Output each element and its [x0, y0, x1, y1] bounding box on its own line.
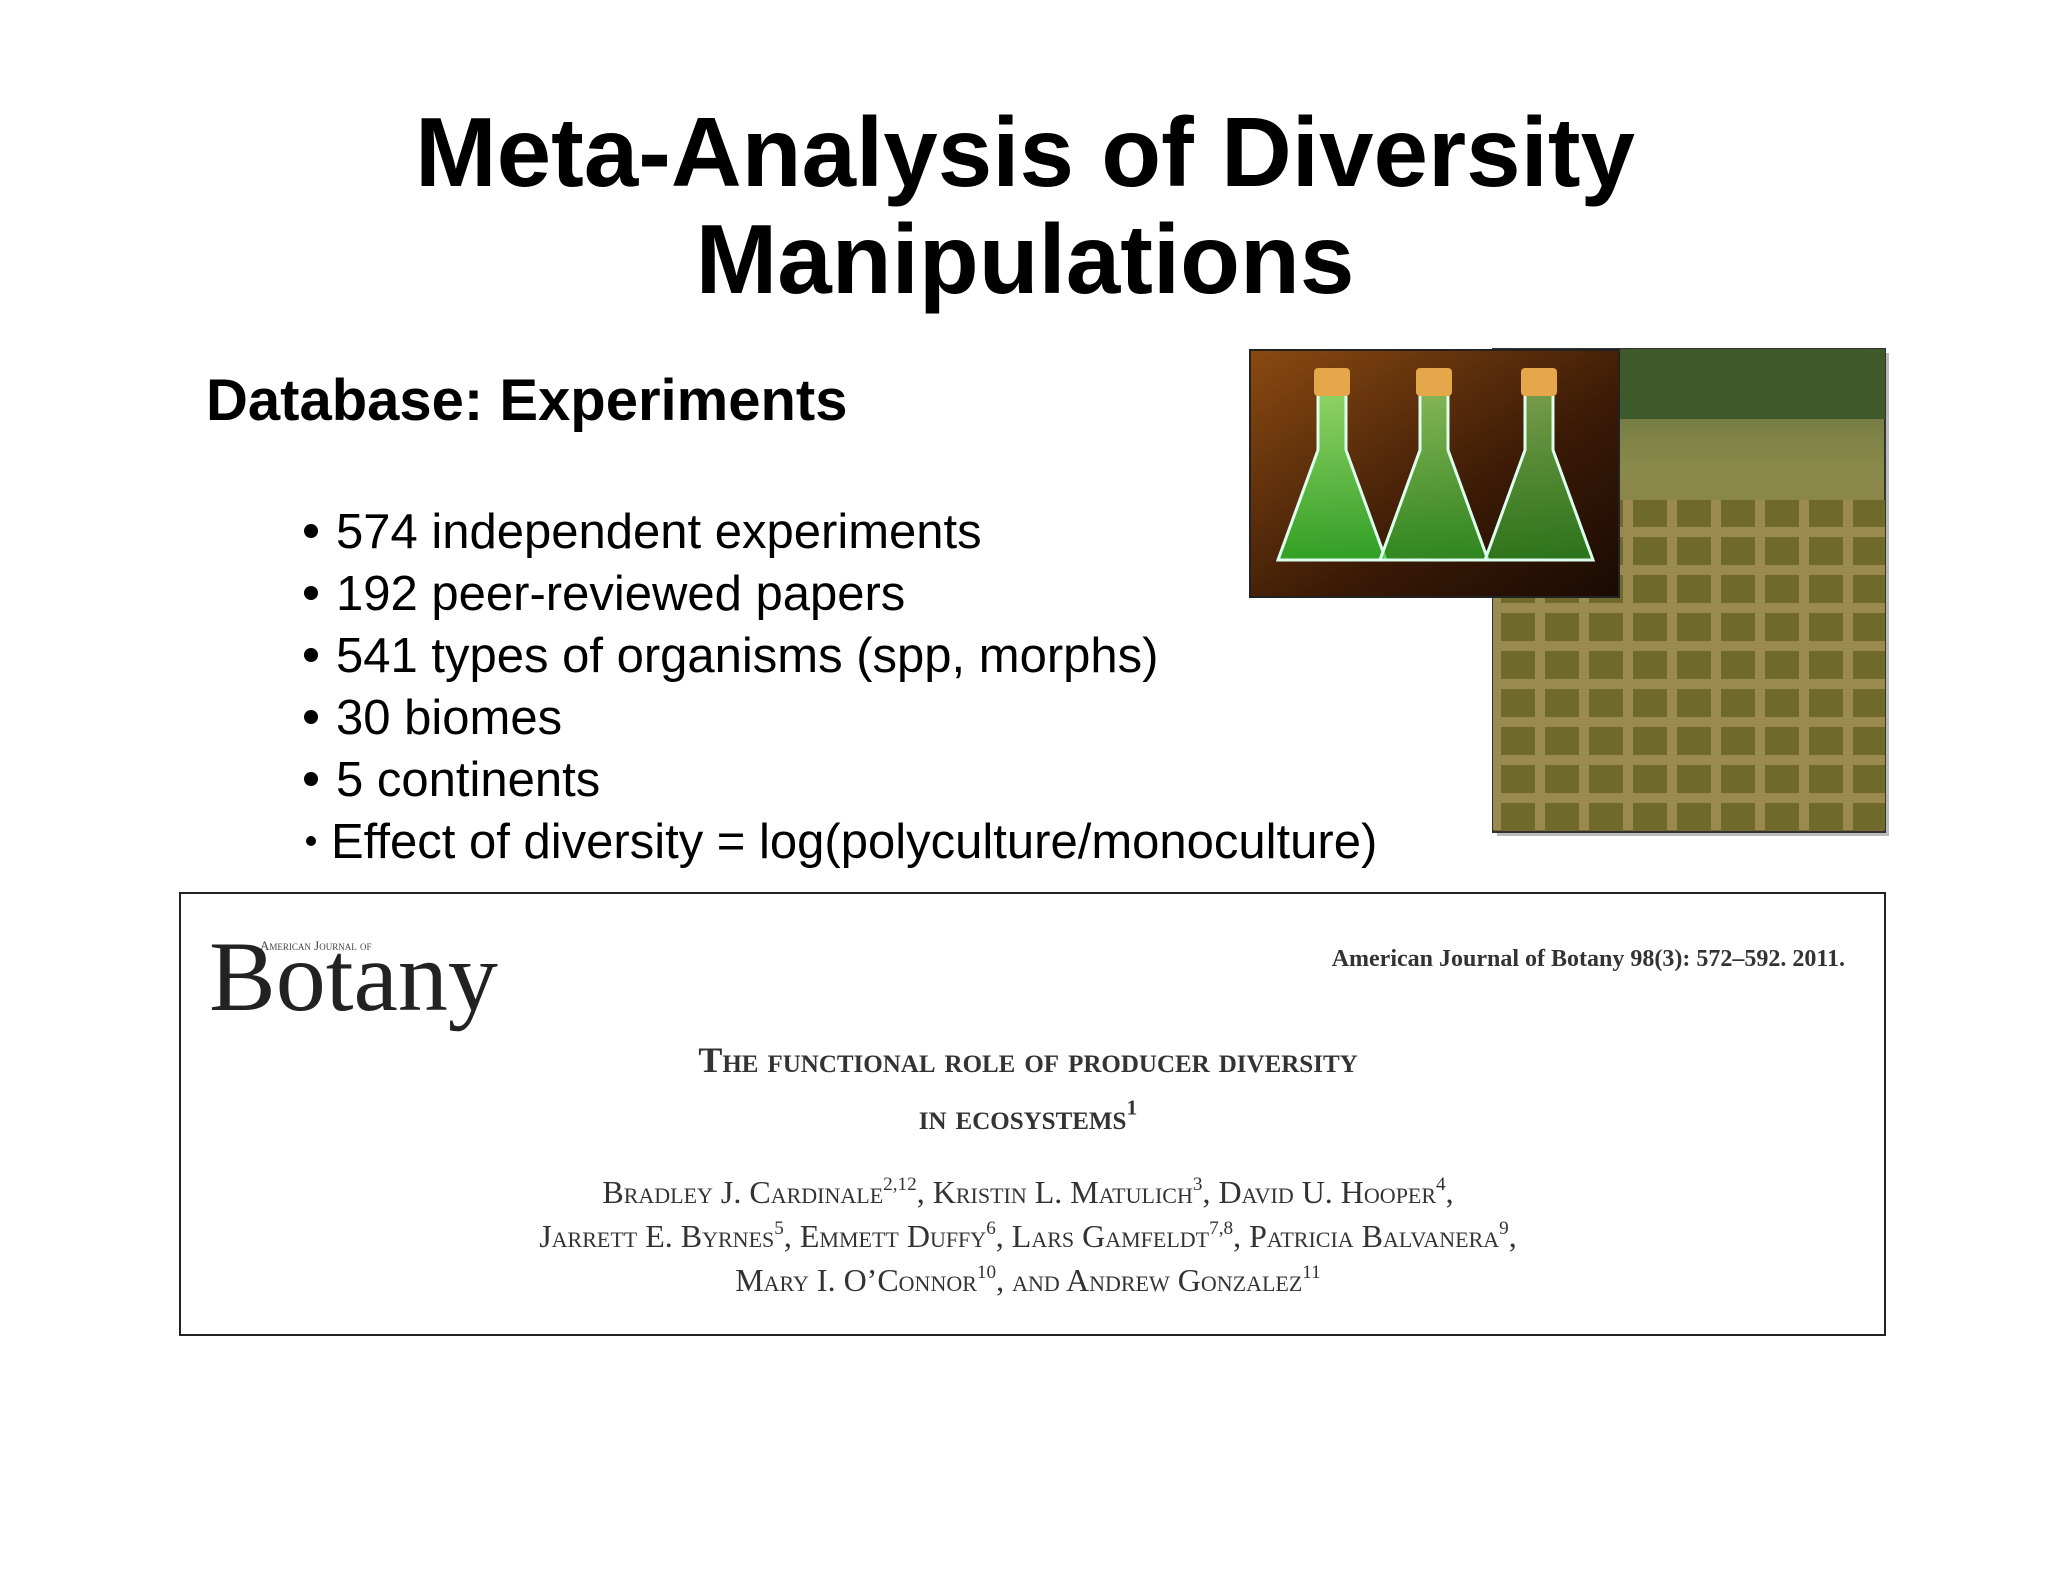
superscript: 3 [1193, 1174, 1203, 1195]
citation: American Journal of Botany 98(3): 572–59… [1332, 946, 1845, 972]
paper-text-run: , Lars Gamfeldt [996, 1218, 1210, 1254]
bullet-text: 192 peer-reviewed papers [336, 567, 905, 621]
superscript: 7,8 [1209, 1218, 1233, 1239]
flask-photo [1249, 349, 1620, 598]
bullet-text: 30 biomes [336, 691, 562, 745]
paper-text-run: Mary I. O’Connor [735, 1262, 977, 1298]
paper-line: Bradley J. Cardinale2,12​, Kristin L. Ma… [602, 1174, 1453, 1210]
paper-text: The functional role of producer diversit… [539, 1040, 1517, 1298]
paper-text-run: Jarrett E. Byrnes [539, 1218, 774, 1254]
superscript: 9 [1499, 1218, 1509, 1239]
bullet-dot [306, 836, 316, 846]
paper-line: in ecosystems1​ [919, 1096, 1137, 1137]
superscript: 5 [774, 1218, 784, 1239]
bullet-text: Effect of diversity = log(polyculture/mo… [331, 815, 1377, 869]
paper-line: Jarrett E. Byrnes5​, Emmett Duffy6​, Lar… [539, 1218, 1517, 1254]
paper-text-run: , Kristin L. Matulich [917, 1174, 1193, 1210]
paper-text-run: in ecosystems [919, 1097, 1127, 1137]
journal-logo: Botany [209, 921, 498, 1032]
superscript: 11 [1302, 1262, 1320, 1283]
superscript: 10 [977, 1262, 996, 1283]
paper-text-run: , Patricia Balvanera [1233, 1218, 1499, 1254]
bullet-list: 574 independent experiments 192 peer-revi… [304, 505, 1377, 869]
superscript: 2,12 [883, 1174, 917, 1195]
bullet-dot [304, 648, 318, 662]
bullet-text: 5 continents [336, 753, 600, 807]
heading: Database: Experiments [206, 368, 847, 433]
bullet-text: 541 types of organisms (spp, morphs) [336, 629, 1158, 683]
journal-small: American Journal of [260, 938, 371, 953]
title-line: Manipulations [696, 204, 1355, 314]
bullet-dot [304, 772, 318, 786]
bullet-text: 574 independent experiments [336, 505, 982, 559]
superscript: 4 [1436, 1174, 1446, 1195]
paper-line: The functional role of producer diversit… [698, 1040, 1357, 1080]
paper-text-run: , Emmett Duffy [784, 1218, 986, 1254]
paper-text-run: , [1509, 1218, 1517, 1254]
paper-text-run: Bradley J. Cardinale [602, 1174, 883, 1210]
paper-text-run: , [1446, 1174, 1454, 1210]
paper-line: Mary I. O’Connor10​, and Andrew Gonzalez… [735, 1262, 1321, 1298]
bullet-dot [304, 524, 318, 538]
paper-text-run: The functional role of producer diversit… [698, 1040, 1357, 1080]
superscript: 1 [1126, 1096, 1137, 1120]
superscript: 6 [986, 1218, 996, 1239]
paper-text-run: , and Andrew Gonzalez [996, 1262, 1302, 1298]
bullet-dot [304, 586, 318, 600]
title-line: Meta-Analysis of Diversity [415, 97, 1635, 207]
bullet-dot [304, 710, 318, 724]
paper-box [179, 892, 1886, 1336]
paper-text-run: , David U. Hooper [1202, 1174, 1436, 1210]
